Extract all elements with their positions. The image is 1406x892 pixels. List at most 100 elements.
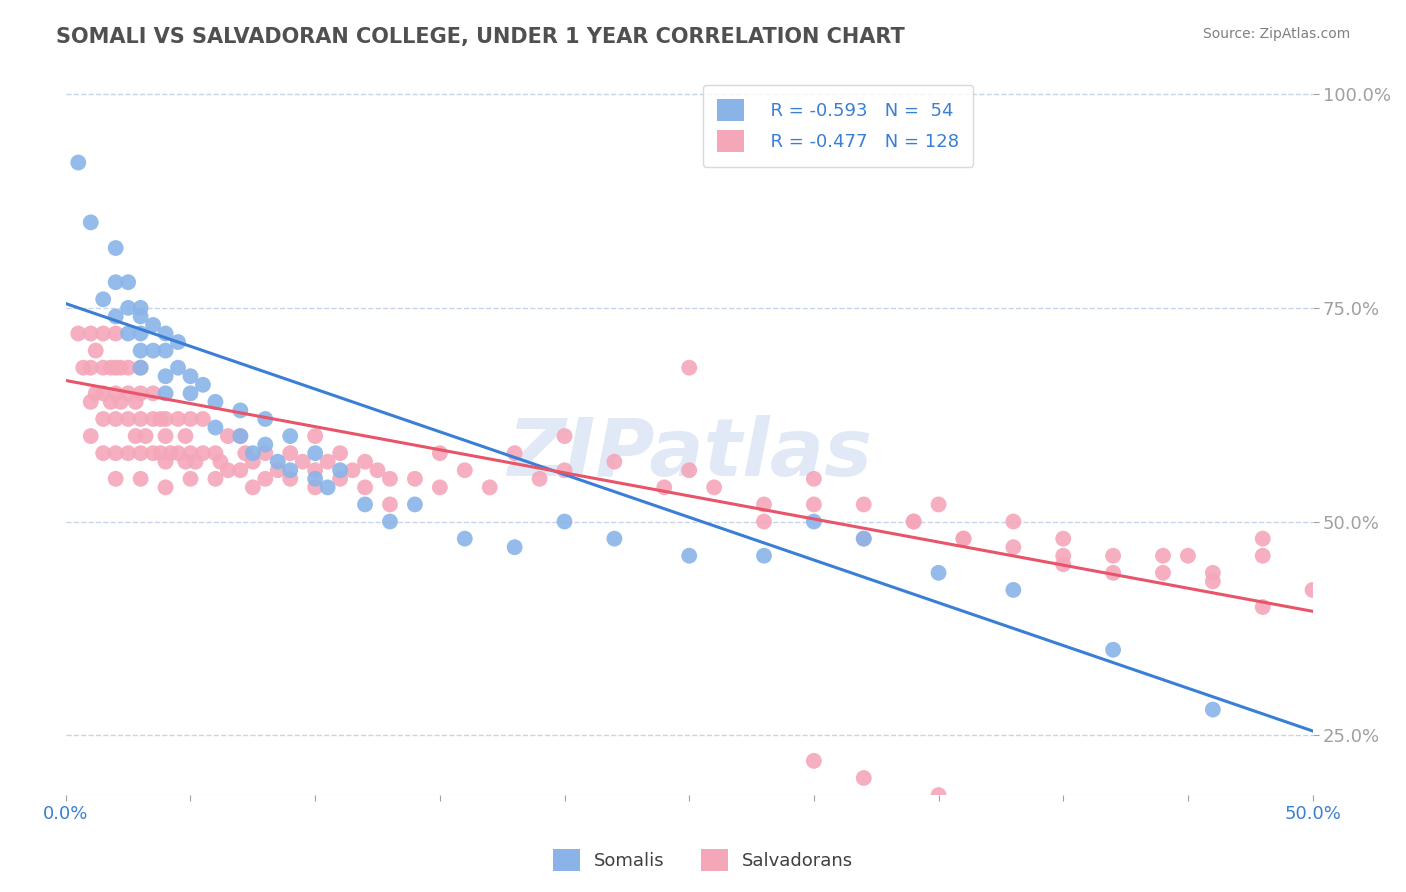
Point <box>179 472 201 486</box>
Point <box>124 395 146 409</box>
Point <box>179 386 201 401</box>
Point <box>1102 566 1125 580</box>
Point <box>304 472 326 486</box>
Point <box>678 463 700 477</box>
Point <box>91 412 114 426</box>
Point <box>803 472 825 486</box>
Point <box>179 446 201 460</box>
Point <box>104 386 127 401</box>
Point <box>84 386 107 401</box>
Point <box>291 455 314 469</box>
Point <box>554 429 576 443</box>
Point <box>304 446 326 460</box>
Point <box>117 301 139 315</box>
Point <box>503 540 526 554</box>
Point <box>752 515 775 529</box>
Point <box>529 472 551 486</box>
Point <box>142 318 165 332</box>
Point <box>104 472 127 486</box>
Point <box>104 360 127 375</box>
Point <box>174 455 197 469</box>
Point <box>803 515 825 529</box>
Point <box>129 301 152 315</box>
Point <box>554 515 576 529</box>
Point <box>366 463 388 477</box>
Point <box>354 498 377 512</box>
Point <box>117 412 139 426</box>
Point <box>1002 582 1025 597</box>
Point <box>72 360 94 375</box>
Point <box>104 326 127 341</box>
Point <box>204 472 226 486</box>
Point <box>110 395 132 409</box>
Point <box>104 310 127 324</box>
Point <box>429 446 451 460</box>
Point <box>91 293 114 307</box>
Point <box>454 463 477 477</box>
Point <box>267 463 290 477</box>
Point <box>242 446 264 460</box>
Point <box>952 532 974 546</box>
Point <box>155 412 177 426</box>
Point <box>142 386 165 401</box>
Point <box>803 498 825 512</box>
Point <box>155 369 177 384</box>
Point <box>242 455 264 469</box>
Point <box>129 360 152 375</box>
Point <box>378 498 401 512</box>
Point <box>278 446 301 460</box>
Point <box>852 498 875 512</box>
Point <box>217 429 239 443</box>
Point <box>1102 642 1125 657</box>
Point <box>278 472 301 486</box>
Point <box>100 360 122 375</box>
Text: ZIPatlas: ZIPatlas <box>506 415 872 492</box>
Point <box>104 241 127 255</box>
Point <box>104 275 127 289</box>
Point <box>167 446 190 460</box>
Point <box>852 532 875 546</box>
Point <box>852 771 875 785</box>
Point <box>329 446 352 460</box>
Point <box>1302 582 1324 597</box>
Point <box>852 532 875 546</box>
Point <box>304 429 326 443</box>
Point <box>129 343 152 358</box>
Point <box>1052 532 1074 546</box>
Point <box>952 532 974 546</box>
Point <box>229 429 252 443</box>
Legend: Somalis, Salvadorans: Somalis, Salvadorans <box>546 842 860 879</box>
Point <box>117 275 139 289</box>
Point <box>752 498 775 512</box>
Point <box>142 446 165 460</box>
Point <box>191 412 214 426</box>
Point <box>1002 515 1025 529</box>
Point <box>1251 600 1274 615</box>
Point <box>110 360 132 375</box>
Point <box>67 155 90 169</box>
Point <box>378 472 401 486</box>
Point <box>129 446 152 460</box>
Point <box>354 455 377 469</box>
Point <box>129 326 152 341</box>
Point <box>191 377 214 392</box>
Point <box>254 472 277 486</box>
Point <box>278 429 301 443</box>
Point <box>67 326 90 341</box>
Point <box>104 412 127 426</box>
Point <box>928 566 950 580</box>
Point <box>1152 549 1174 563</box>
Point <box>135 429 157 443</box>
Point <box>1251 532 1274 546</box>
Point <box>91 360 114 375</box>
Point <box>209 455 232 469</box>
Point <box>254 412 277 426</box>
Point <box>903 515 925 529</box>
Point <box>354 480 377 494</box>
Point <box>603 455 626 469</box>
Point <box>803 754 825 768</box>
Point <box>503 446 526 460</box>
Point <box>603 532 626 546</box>
Point <box>378 515 401 529</box>
Point <box>204 395 226 409</box>
